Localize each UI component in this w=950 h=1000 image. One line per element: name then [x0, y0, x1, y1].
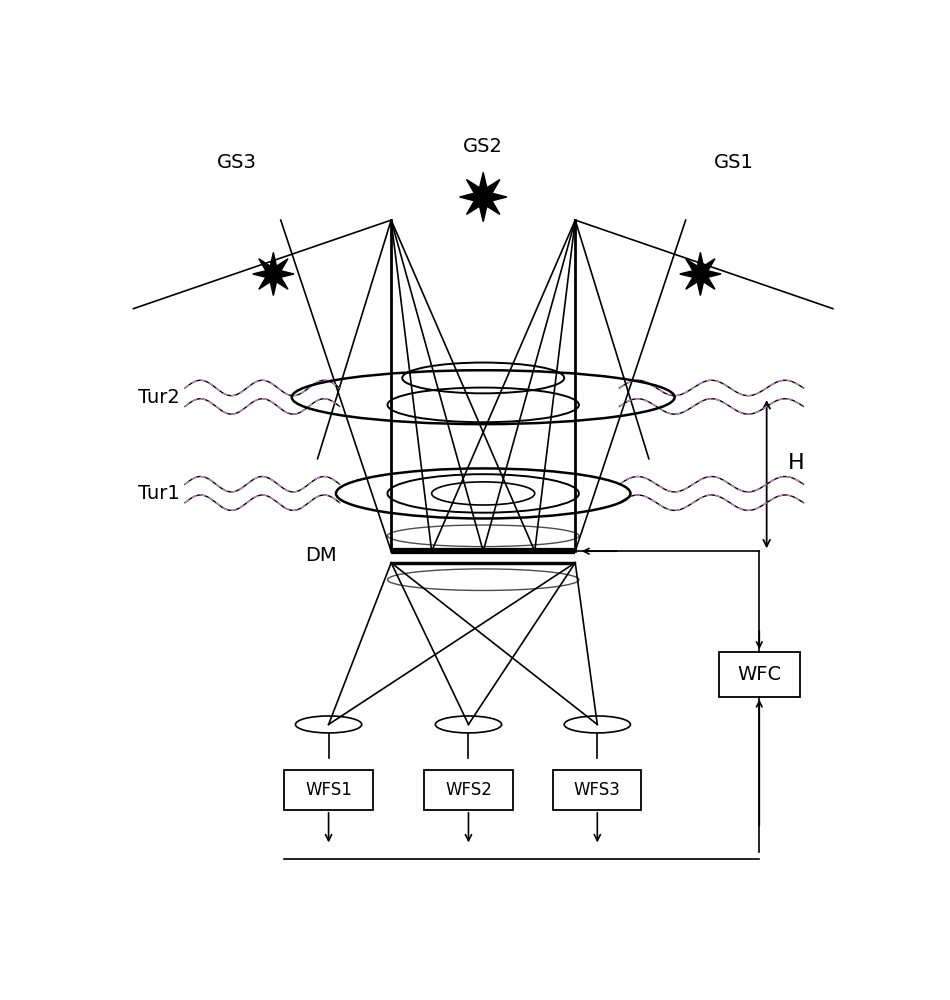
Polygon shape: [253, 252, 294, 296]
Polygon shape: [460, 172, 506, 222]
Bar: [719, 652, 800, 697]
Bar: [284, 770, 372, 810]
Text: Tur2: Tur2: [139, 388, 180, 407]
Text: GS3: GS3: [217, 153, 256, 172]
Text: Tur1: Tur1: [139, 484, 180, 503]
Bar: [553, 770, 641, 810]
Text: WFS2: WFS2: [445, 781, 492, 799]
Bar: [425, 770, 513, 810]
Text: DM: DM: [305, 546, 337, 565]
Text: GS1: GS1: [713, 153, 753, 172]
Text: WFS1: WFS1: [305, 781, 352, 799]
Text: WFS3: WFS3: [574, 781, 620, 799]
Text: GS2: GS2: [464, 137, 504, 156]
Text: WFC: WFC: [737, 665, 781, 684]
Text: H: H: [788, 453, 805, 473]
Polygon shape: [680, 252, 721, 296]
